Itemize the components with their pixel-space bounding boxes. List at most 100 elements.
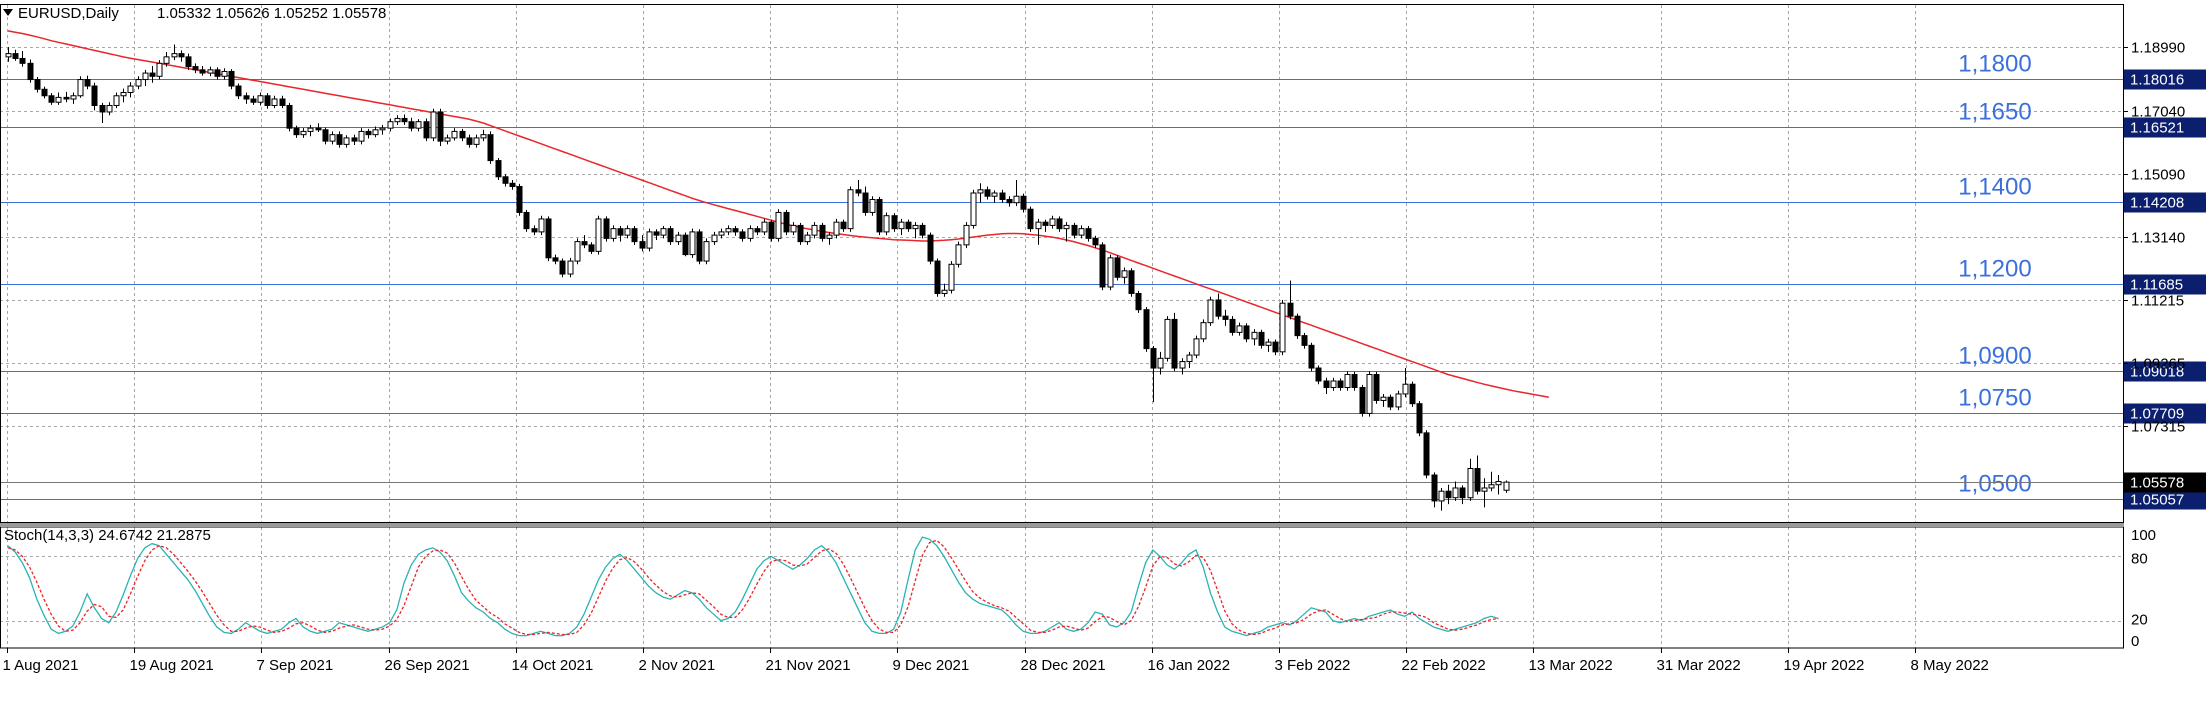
candle-body-bear — [293, 127, 300, 136]
candle-body-bear — [228, 70, 235, 87]
candle-body-bull — [775, 211, 782, 239]
candle — [811, 222, 818, 239]
candle-body-bear — [1143, 309, 1150, 350]
candle-body-bull — [711, 234, 718, 243]
candle-body-bear — [1423, 432, 1430, 476]
ohlc-label: 1.05332 1.05626 1.05252 1.05578 — [157, 5, 386, 22]
candle — [617, 226, 624, 242]
candle-body-bull — [941, 289, 948, 294]
candle-body-bear — [927, 234, 934, 262]
candle — [1114, 255, 1121, 281]
candle-body-bear — [631, 228, 638, 243]
candle-body-bull — [444, 137, 451, 142]
candle-body-bear — [91, 85, 98, 106]
candle-body-bear — [502, 176, 509, 184]
y-tick-label: 1.17040 — [2131, 104, 2185, 121]
x-tick-label: 1 Aug 2021 — [3, 657, 79, 674]
candle — [149, 65, 156, 83]
candle — [696, 229, 703, 265]
candle — [1452, 481, 1459, 501]
candle — [156, 60, 163, 80]
candle — [545, 216, 552, 262]
candle — [1107, 254, 1114, 291]
candle-body-bear — [855, 189, 862, 194]
candle-body-bear — [905, 221, 912, 230]
candle-body-bear — [1308, 344, 1315, 369]
candle-body-bear — [1085, 228, 1092, 239]
candle — [480, 129, 487, 142]
candle — [1200, 319, 1207, 343]
candle — [1423, 430, 1430, 479]
candle-body-bear — [552, 257, 559, 262]
x-tick-label: 21 Nov 2021 — [766, 657, 851, 674]
candle — [1222, 309, 1229, 326]
candle — [12, 49, 19, 61]
candle-body-bear — [1459, 487, 1466, 499]
candle-body-bear — [653, 231, 660, 236]
candle — [1395, 390, 1402, 411]
candle — [747, 225, 754, 242]
candle-body-bull — [1107, 257, 1114, 288]
candle-body-bull — [804, 234, 811, 243]
candle — [473, 134, 480, 148]
candle — [1359, 384, 1366, 417]
candle — [1344, 371, 1351, 391]
candle-body-bull — [1236, 325, 1243, 333]
candle — [423, 118, 430, 142]
candle-body-bull — [1200, 322, 1207, 340]
candle — [379, 124, 386, 135]
candle-body-bear — [178, 53, 185, 58]
candle-body-bull — [991, 192, 998, 197]
candle-body-bull — [473, 137, 480, 145]
candle — [1488, 471, 1495, 492]
candle-body-bear — [732, 228, 739, 233]
candle — [624, 225, 631, 239]
candle — [135, 76, 142, 90]
chart-menu-triangle-icon[interactable] — [3, 9, 13, 16]
candle — [855, 180, 862, 197]
level-line-label: 1,1650 — [1958, 99, 2031, 126]
candle-body-bull — [127, 85, 134, 94]
x-tick-label: 19 Apr 2022 — [1784, 657, 1865, 674]
candle — [912, 222, 919, 239]
candle-body-bull — [1013, 195, 1020, 204]
candle — [790, 222, 797, 236]
candle — [631, 226, 638, 245]
candle-body-bear — [279, 98, 286, 106]
candle — [487, 131, 494, 164]
candle-body-bear — [516, 186, 523, 213]
candle — [1042, 219, 1049, 232]
candle-body-bull — [1157, 357, 1164, 369]
level-price-tag — [2124, 489, 2206, 510]
candle-body-bull — [300, 130, 307, 136]
candle-body-bear — [459, 130, 466, 139]
candle — [1287, 280, 1294, 320]
candle-body-bull — [1121, 270, 1128, 278]
level-price-tag — [2124, 117, 2206, 138]
candle — [610, 225, 617, 242]
level-line-label: 1,1200 — [1958, 256, 2031, 283]
candle — [927, 232, 934, 265]
candle-body-bear — [1323, 380, 1330, 388]
candle — [804, 231, 811, 245]
candle-body-bull — [610, 228, 617, 239]
candle-body-bull — [833, 221, 840, 236]
candle — [1294, 313, 1301, 339]
candle — [70, 92, 77, 104]
candle-body-bear — [99, 104, 106, 113]
candle — [1020, 193, 1027, 213]
candle — [1330, 377, 1337, 391]
candle-body-bear — [185, 56, 192, 68]
candle-body-bull — [574, 241, 581, 262]
candle-body-bear — [919, 224, 926, 236]
candle-body-bull — [689, 231, 696, 256]
candle — [228, 69, 235, 90]
candle — [5, 47, 12, 62]
candle-body-bear — [1301, 335, 1308, 346]
candle — [358, 128, 365, 145]
candle — [1481, 478, 1488, 508]
candle-body-bear — [1099, 244, 1106, 288]
level-price-tag — [2124, 274, 2206, 295]
x-tick-label: 7 Sep 2021 — [257, 657, 334, 674]
candle-body-bull — [430, 111, 437, 139]
